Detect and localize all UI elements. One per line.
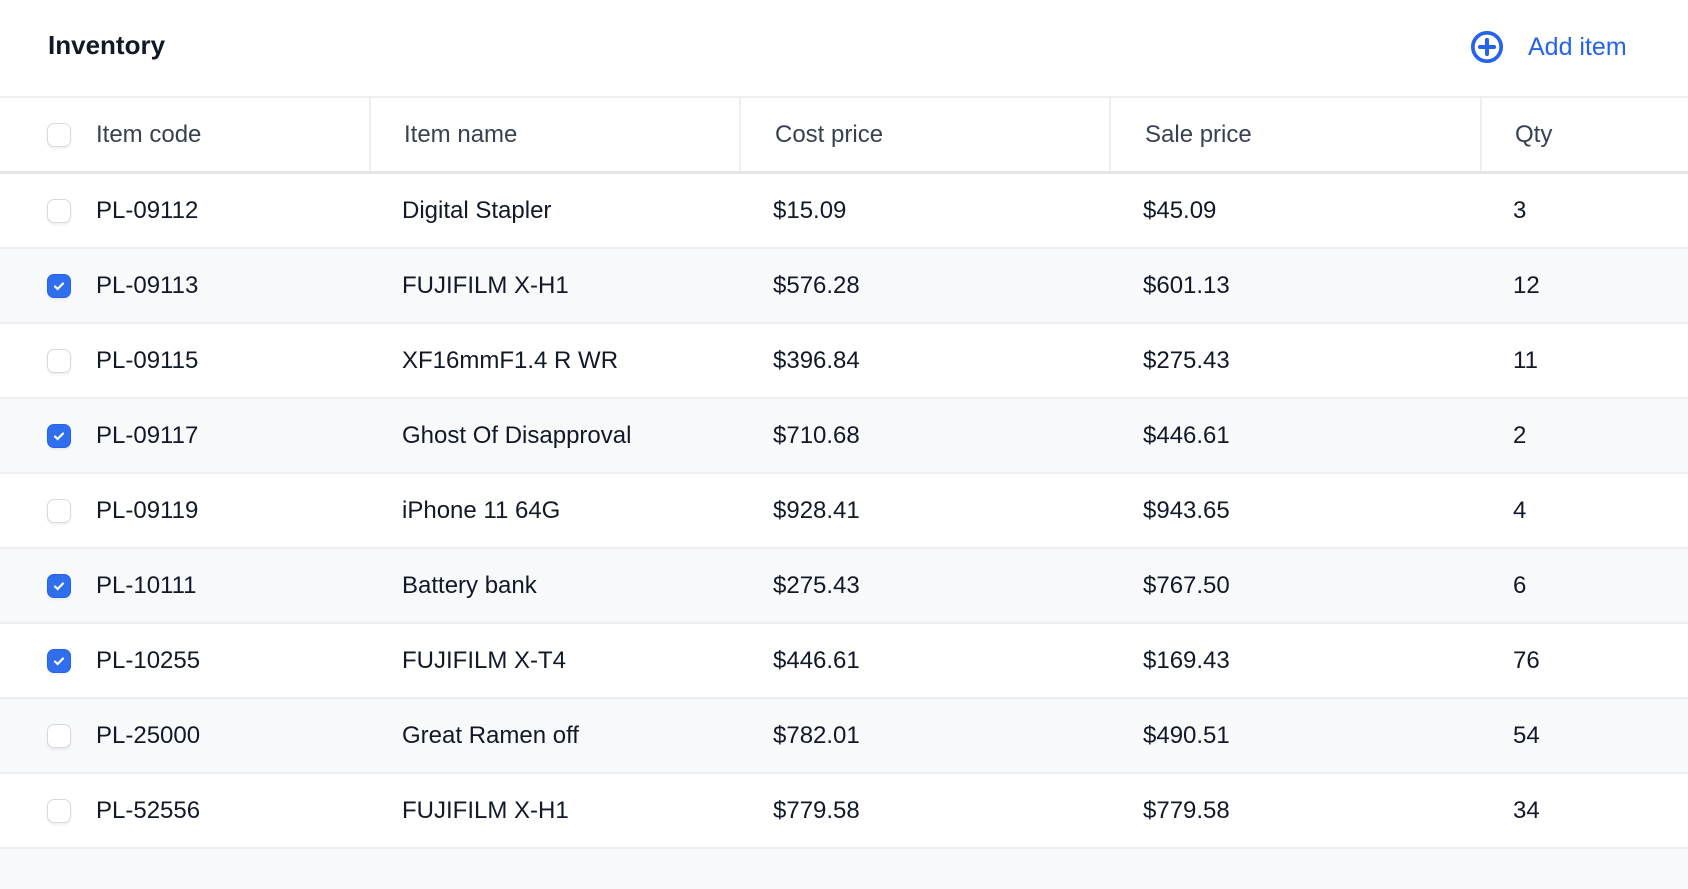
check-icon bbox=[53, 281, 65, 291]
check-icon bbox=[53, 581, 65, 591]
quantity: 76 bbox=[1513, 646, 1540, 674]
item-code: PL-52556 bbox=[96, 796, 201, 824]
item-code: PL-09113 bbox=[96, 271, 199, 299]
page-title: Inventory bbox=[48, 30, 166, 60]
table-row bbox=[0, 849, 1688, 889]
column-header-sale-price[interactable]: Sale price bbox=[1145, 120, 1252, 148]
table-row[interactable]: PL-10255 FUJIFILM X-T4 $446.61 $169.43 7… bbox=[0, 624, 1688, 699]
column-header-item-code[interactable]: Item code bbox=[96, 120, 202, 148]
quantity: 11 bbox=[1513, 346, 1538, 374]
sale-price: $446.61 bbox=[1143, 421, 1230, 449]
table-row[interactable]: PL-09115 XF16mmF1.4 R WR $396.84 $275.43… bbox=[0, 324, 1688, 399]
add-item-button[interactable]: Add item bbox=[1470, 30, 1627, 64]
table-row[interactable]: PL-52556 FUJIFILM X-H1 $779.58 $779.58 3… bbox=[0, 774, 1688, 849]
sale-price: $767.50 bbox=[1143, 571, 1230, 599]
quantity: 54 bbox=[1513, 721, 1540, 749]
quantity: 2 bbox=[1513, 421, 1527, 449]
item-code: PL-10255 bbox=[96, 646, 201, 674]
page-header: Inventory Add item bbox=[0, 0, 1688, 98]
column-header-cost-price[interactable]: Cost price bbox=[775, 120, 884, 148]
sale-price: $169.43 bbox=[1143, 646, 1230, 674]
add-item-label: Add item bbox=[1528, 32, 1627, 61]
row-checkbox[interactable] bbox=[47, 723, 71, 748]
cost-price: $928.41 bbox=[773, 496, 860, 524]
item-name: XF16mmF1.4 R WR bbox=[402, 346, 619, 374]
table-row[interactable]: PL-10111 Battery bank $275.43 $767.50 6 bbox=[0, 549, 1688, 624]
cost-price: $275.43 bbox=[773, 571, 860, 599]
item-name: FUJIFILM X-T4 bbox=[402, 646, 567, 674]
item-name: Ghost Of Disapproval bbox=[402, 421, 632, 449]
quantity: 3 bbox=[1513, 196, 1527, 224]
table-row[interactable]: PL-09113 FUJIFILM X-H1 $576.28 $601.13 1… bbox=[0, 249, 1688, 324]
quantity: 4 bbox=[1513, 496, 1527, 524]
quantity: 6 bbox=[1513, 571, 1527, 599]
cost-price: $576.28 bbox=[773, 271, 860, 299]
item-code: PL-10111 bbox=[96, 571, 197, 599]
cost-price: $396.84 bbox=[773, 346, 860, 374]
table-row[interactable]: PL-09119 iPhone 11 64G $928.41 $943.65 4 bbox=[0, 474, 1688, 549]
item-name: FUJIFILM X-H1 bbox=[402, 271, 569, 299]
row-checkbox[interactable] bbox=[47, 573, 71, 598]
item-name: Digital Stapler bbox=[402, 196, 552, 224]
sale-price: $943.65 bbox=[1143, 496, 1230, 524]
sale-price: $275.43 bbox=[1143, 346, 1230, 374]
column-header-item-name[interactable]: Item name bbox=[404, 120, 518, 148]
table-row[interactable]: PL-09117 Ghost Of Disapproval $710.68 $4… bbox=[0, 399, 1688, 474]
item-code: PL-25000 bbox=[96, 721, 201, 749]
item-name: Battery bank bbox=[402, 571, 537, 599]
cost-price: $446.61 bbox=[773, 646, 860, 674]
sale-price: $490.51 bbox=[1143, 721, 1230, 749]
item-code: PL-09115 bbox=[96, 346, 199, 374]
item-code: PL-09119 bbox=[96, 496, 199, 524]
quantity: 12 bbox=[1513, 271, 1540, 299]
cost-price: $710.68 bbox=[773, 421, 860, 449]
check-icon bbox=[53, 656, 65, 666]
row-checkbox[interactable] bbox=[47, 198, 71, 223]
item-name: iPhone 11 64G bbox=[402, 496, 561, 524]
plus-circle-icon bbox=[1470, 30, 1504, 64]
cost-price: $15.09 bbox=[773, 196, 847, 224]
cost-price: $782.01 bbox=[773, 721, 860, 749]
item-code: PL-09112 bbox=[96, 196, 199, 224]
row-checkbox[interactable] bbox=[47, 348, 71, 373]
column-header-qty[interactable]: Qty bbox=[1515, 120, 1553, 148]
row-checkbox[interactable] bbox=[47, 648, 71, 673]
row-checkbox[interactable] bbox=[47, 798, 71, 823]
row-checkbox[interactable] bbox=[47, 423, 71, 448]
sale-price: $779.58 bbox=[1143, 796, 1230, 824]
select-all-checkbox[interactable] bbox=[47, 122, 71, 147]
item-name: FUJIFILM X-H1 bbox=[402, 796, 569, 824]
quantity: 34 bbox=[1513, 796, 1540, 824]
table-row[interactable]: PL-25000 Great Ramen off $782.01 $490.51… bbox=[0, 699, 1688, 774]
row-checkbox[interactable] bbox=[47, 273, 71, 298]
sale-price: $601.13 bbox=[1143, 271, 1230, 299]
sale-price: $45.09 bbox=[1143, 196, 1217, 224]
table-header-row: Item code Item name Cost price Sale pric… bbox=[0, 98, 1688, 174]
inventory-table: Item code Item name Cost price Sale pric… bbox=[0, 98, 1688, 889]
cost-price: $779.58 bbox=[773, 796, 860, 824]
table-row[interactable]: PL-09112 Digital Stapler $15.09 $45.09 3 bbox=[0, 174, 1688, 249]
item-name: Great Ramen off bbox=[402, 721, 579, 749]
row-checkbox[interactable] bbox=[47, 498, 71, 523]
check-icon bbox=[53, 431, 65, 441]
item-code: PL-09117 bbox=[96, 421, 199, 449]
